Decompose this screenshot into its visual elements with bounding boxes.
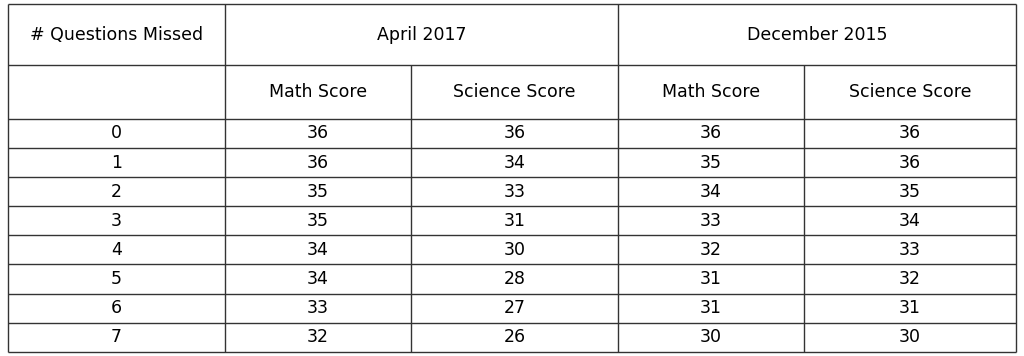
- Text: 36: 36: [504, 125, 525, 142]
- Text: Math Score: Math Score: [269, 83, 367, 101]
- Text: 33: 33: [899, 241, 921, 259]
- Text: 32: 32: [899, 270, 921, 288]
- Text: 35: 35: [307, 183, 329, 201]
- Text: 34: 34: [504, 153, 525, 172]
- Text: 4: 4: [111, 241, 122, 259]
- Text: 35: 35: [899, 183, 921, 201]
- Text: 31: 31: [899, 299, 921, 317]
- Text: 34: 34: [899, 212, 921, 230]
- Text: 34: 34: [307, 270, 329, 288]
- Text: 32: 32: [307, 328, 329, 346]
- Text: 28: 28: [504, 270, 525, 288]
- Text: # Questions Missed: # Questions Missed: [30, 26, 203, 44]
- Text: 31: 31: [504, 212, 525, 230]
- Text: 36: 36: [307, 125, 329, 142]
- Text: 3: 3: [111, 212, 122, 230]
- Text: 36: 36: [700, 125, 722, 142]
- Text: 30: 30: [700, 328, 722, 346]
- Text: 35: 35: [307, 212, 329, 230]
- Text: April 2017: April 2017: [377, 26, 466, 44]
- Text: 36: 36: [899, 153, 921, 172]
- Text: 33: 33: [307, 299, 329, 317]
- Text: 5: 5: [111, 270, 122, 288]
- Text: 34: 34: [700, 183, 722, 201]
- Text: 36: 36: [899, 125, 921, 142]
- Text: 31: 31: [700, 299, 722, 317]
- Text: 6: 6: [111, 299, 122, 317]
- Text: 30: 30: [899, 328, 921, 346]
- Text: Science Score: Science Score: [849, 83, 971, 101]
- Text: 1: 1: [111, 153, 122, 172]
- Text: 36: 36: [307, 153, 329, 172]
- Text: Math Score: Math Score: [662, 83, 760, 101]
- Text: 35: 35: [700, 153, 722, 172]
- Text: 26: 26: [504, 328, 525, 346]
- Text: 27: 27: [504, 299, 525, 317]
- Text: 32: 32: [700, 241, 722, 259]
- Text: 33: 33: [700, 212, 722, 230]
- Text: 30: 30: [504, 241, 525, 259]
- Text: Science Score: Science Score: [454, 83, 575, 101]
- Text: 34: 34: [307, 241, 329, 259]
- Text: 0: 0: [111, 125, 122, 142]
- Text: 2: 2: [111, 183, 122, 201]
- Text: 7: 7: [111, 328, 122, 346]
- Text: 31: 31: [700, 270, 722, 288]
- Text: 33: 33: [504, 183, 525, 201]
- Text: December 2015: December 2015: [746, 26, 887, 44]
